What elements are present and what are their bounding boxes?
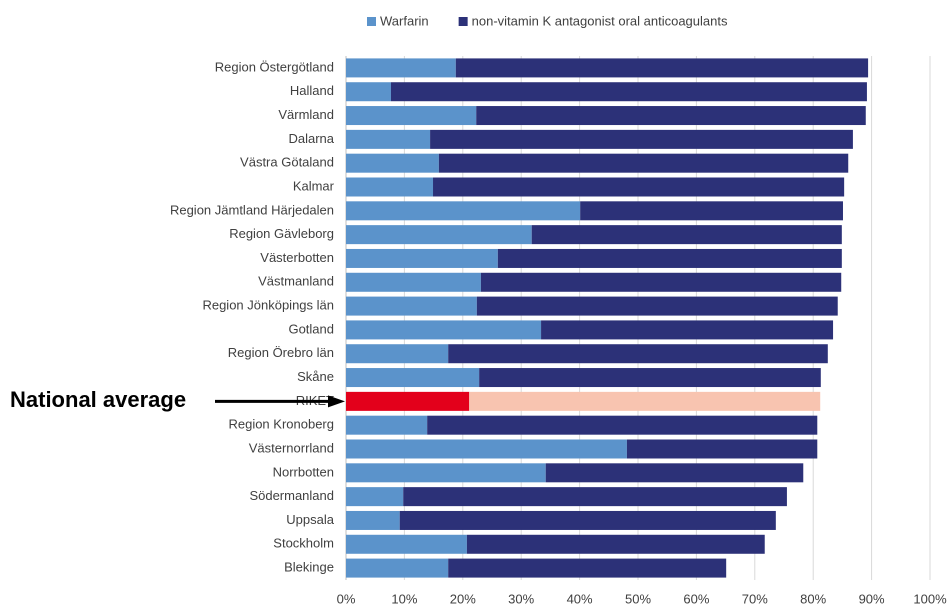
- x-tick-label: 80%: [800, 591, 826, 606]
- bar-segment: [346, 272, 481, 292]
- legend-swatch: [458, 17, 468, 26]
- bar-segment: [346, 463, 546, 483]
- y-tick-label: Västra Götaland: [240, 155, 334, 170]
- y-tick-label: Skåne: [297, 369, 334, 384]
- legend-label: non-vitamin K antagonist oral anticoagul…: [472, 13, 728, 28]
- y-tick-label: Gotland: [288, 321, 334, 336]
- x-tick-label: 30%: [508, 591, 534, 606]
- legend-label: Warfarin: [380, 13, 429, 28]
- bar-segment: [427, 415, 818, 435]
- bar-segment: [479, 368, 821, 388]
- y-tick-label: Västmanland: [258, 274, 334, 289]
- bar-segment: [346, 153, 439, 173]
- annotation-text: National average: [10, 387, 186, 412]
- bar-segment: [346, 368, 480, 388]
- bar-segment: [346, 106, 477, 126]
- bar-segment: [346, 439, 627, 459]
- bar-segment: [531, 225, 842, 245]
- bar-segment: [433, 177, 845, 197]
- bar-segment: [626, 439, 818, 459]
- x-tick-label: 10%: [391, 591, 417, 606]
- bar-segment: [480, 272, 842, 292]
- y-tick-label: Uppsala: [286, 512, 334, 527]
- x-tick-label: 60%: [683, 591, 709, 606]
- x-tick-label: 90%: [859, 591, 885, 606]
- bar-segment: [476, 296, 838, 316]
- y-tick-label: Region Jämtland Härjedalen: [170, 202, 334, 217]
- y-tick-label: Kalmar: [293, 178, 335, 193]
- bar-segment: [346, 510, 400, 530]
- x-tick-label: 50%: [625, 591, 651, 606]
- y-tick-label: Halland: [290, 83, 334, 98]
- bar-segment: [545, 463, 804, 483]
- bar-segment: [403, 487, 787, 507]
- bar-segment: [346, 415, 428, 435]
- bar-segment: [346, 320, 542, 340]
- bar-segment: [346, 391, 470, 411]
- bar-segment: [346, 225, 532, 245]
- bar-segment: [390, 82, 867, 102]
- bar-segment: [346, 129, 431, 149]
- y-tick-label: Blekinge: [284, 560, 334, 575]
- bar-segment: [346, 296, 477, 316]
- x-tick-label: 100%: [913, 591, 947, 606]
- bar-segment: [346, 177, 434, 197]
- bar-segment: [346, 58, 456, 78]
- bar-segment: [455, 58, 869, 78]
- y-tick-label: Norrbotten: [273, 464, 334, 479]
- y-tick-label: Region Örebro län: [228, 345, 334, 360]
- y-tick-label: Västerbotten: [260, 250, 334, 265]
- x-tick-label: 40%: [567, 591, 593, 606]
- bar-segment: [541, 320, 834, 340]
- bar-segment: [346, 248, 498, 268]
- bar-segment: [346, 82, 391, 102]
- bar-segment: [346, 534, 467, 554]
- annotation-backdrop: [8, 388, 220, 415]
- y-tick-label: Region Östergötland: [215, 59, 334, 74]
- bar-segment: [466, 534, 765, 554]
- bar-segment: [469, 391, 821, 411]
- bar-segment: [448, 558, 727, 578]
- bar-segment: [430, 129, 853, 149]
- bar-segment: [580, 201, 843, 221]
- legend-swatch: [367, 17, 376, 26]
- y-tick-label: Region Jönköpings län: [202, 298, 334, 313]
- bar-segment: [476, 106, 866, 126]
- y-tick-label: Västernorrland: [249, 440, 334, 455]
- bar-segment: [438, 153, 849, 173]
- bar-segment: [346, 487, 404, 507]
- y-tick-label: Södermanland: [249, 488, 334, 503]
- bar-segment: [399, 510, 776, 530]
- bar-segment: [497, 248, 842, 268]
- x-tick-label: 0%: [337, 591, 356, 606]
- x-tick-label: 70%: [742, 591, 768, 606]
- x-tick-label: 20%: [450, 591, 476, 606]
- y-tick-label: Region Gävleborg: [229, 226, 334, 241]
- y-tick-label: Dalarna: [288, 131, 334, 146]
- y-tick-label: Värmland: [278, 107, 334, 122]
- bar-segment: [448, 344, 828, 364]
- bar-segment: [346, 201, 581, 221]
- bar-segment: [346, 558, 449, 578]
- annotation-arrowhead: [328, 395, 345, 408]
- y-tick-label: Region Kronoberg: [228, 417, 334, 432]
- bar-segment: [346, 344, 449, 364]
- y-tick-label: Stockholm: [273, 536, 334, 551]
